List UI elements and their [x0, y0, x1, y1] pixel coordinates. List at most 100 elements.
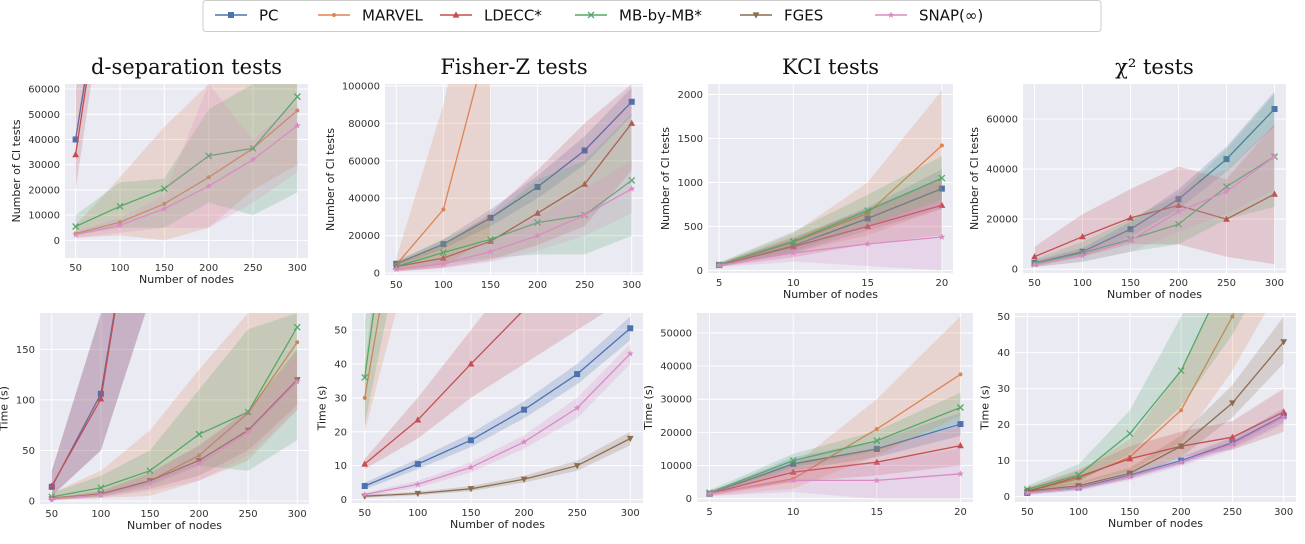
x-tick-label: 250	[1217, 278, 1236, 289]
series-snap	[48, 354, 301, 502]
y-tick-label: 20000	[28, 185, 60, 196]
data-point	[1177, 367, 1185, 375]
y-tick-label: 40	[334, 359, 347, 370]
plot-area	[1023, 313, 1288, 496]
panel-4: 50 100 150 200 250 300 0 20000 40000 60000 χ² test…	[968, 55, 1286, 301]
series-line	[718, 204, 943, 266]
data-point	[1223, 188, 1230, 195]
series-line	[74, 84, 86, 140]
data-point	[1127, 226, 1134, 233]
y-tick-label: 0	[1012, 265, 1018, 276]
x-tick-label: 15	[870, 507, 883, 518]
confidence-band	[709, 392, 961, 496]
panel-title: d-separation tests	[91, 55, 282, 79]
data-point	[244, 408, 252, 416]
plot-area	[706, 316, 964, 499]
legend-item-mb-by-mb: MB-by-MB*	[575, 7, 702, 25]
legend-marker	[332, 13, 336, 17]
data-point	[957, 470, 964, 477]
data-point	[1075, 473, 1082, 480]
series-line	[1027, 416, 1285, 494]
data-point	[789, 457, 797, 465]
series-pc	[361, 316, 634, 490]
data-point	[249, 144, 257, 152]
data-point	[628, 119, 636, 126]
gridlines	[1023, 84, 1286, 273]
data-point	[789, 476, 797, 484]
data-point	[439, 260, 447, 267]
x-axis-label: Number of nodes	[1108, 517, 1203, 530]
data-point	[97, 390, 104, 397]
data-point	[534, 232, 541, 239]
series-snap	[392, 160, 636, 273]
y-tick-label: 60000	[348, 156, 380, 167]
y-axis-label: Time (s)	[316, 386, 329, 432]
x-tick-label: 150	[1120, 507, 1139, 518]
data-point	[1229, 433, 1236, 440]
confidence-band	[719, 200, 942, 271]
series-snap	[1031, 124, 1278, 268]
panel-background	[1015, 313, 1296, 502]
x-tick-label: 300	[288, 509, 307, 520]
series-line	[51, 381, 298, 500]
x-tick-label: 250	[568, 508, 587, 519]
x-tick-label: 200	[515, 508, 534, 519]
data-point	[626, 350, 634, 357]
y-tick-label: 40000	[986, 165, 1018, 176]
data-point	[939, 143, 944, 148]
y-tick-label: 1500	[678, 134, 703, 145]
series-ldecc	[48, 313, 146, 496]
panels: 50 100 150 200 250 30001000020000300004000050…	[0, 55, 1296, 532]
legend-label: MB-by-MB*	[619, 7, 702, 25]
confidence-band	[709, 448, 961, 499]
data-point	[1127, 236, 1134, 244]
series-line	[364, 353, 631, 496]
y-tick-label: 0	[341, 495, 347, 506]
data-point	[293, 122, 301, 129]
data-point	[864, 215, 871, 222]
data-point	[628, 98, 635, 105]
data-point	[72, 223, 80, 230]
data-point	[1031, 261, 1038, 268]
data-point	[521, 306, 528, 312]
series-snap	[72, 84, 301, 238]
x-tick-label: 50	[1028, 278, 1041, 289]
data-point	[361, 490, 369, 498]
series-line	[396, 122, 633, 268]
confidence-band	[1027, 313, 1266, 493]
data-point	[1075, 471, 1083, 479]
data-point	[864, 240, 872, 247]
legend-label: MARVEL	[362, 7, 424, 25]
data-point	[116, 221, 124, 229]
series-line	[364, 313, 522, 465]
series-pc	[72, 84, 86, 143]
data-point	[1126, 473, 1134, 480]
data-point	[581, 211, 589, 218]
y-tick-label: 2000	[678, 90, 703, 101]
y-tick-label: 20000	[986, 215, 1018, 226]
data-point	[938, 174, 946, 182]
data-point	[1177, 458, 1185, 466]
x-tick-label: 200	[1169, 278, 1188, 289]
panel-8: 50 100 150 200 250 300 0 10 20 30 40 50 Number of no…	[979, 312, 1296, 530]
x-tick-label: 5	[716, 278, 722, 289]
y-tick-label: 10000	[660, 461, 692, 472]
y-axis-label: Time (s)	[979, 385, 992, 431]
x-axis-label: Number of nodes	[450, 518, 545, 531]
data-point	[573, 404, 581, 411]
gridlines	[1015, 313, 1296, 502]
series-line	[709, 444, 961, 495]
data-point	[1223, 183, 1230, 191]
x-tick-label: 150	[140, 509, 159, 520]
legend-item-snap: SNAP(∞)	[875, 7, 983, 25]
x-tick-label: 20	[954, 507, 967, 518]
data-point	[361, 460, 369, 467]
data-point	[789, 237, 797, 245]
x-tick-label: 100	[91, 509, 110, 520]
data-point	[487, 214, 494, 221]
y-tick-label: 20000	[348, 231, 380, 242]
data-point	[1175, 201, 1182, 209]
data-point	[1280, 339, 1288, 346]
legend-label: LDECC*	[484, 7, 542, 25]
series-mb-by-mb	[361, 313, 388, 425]
